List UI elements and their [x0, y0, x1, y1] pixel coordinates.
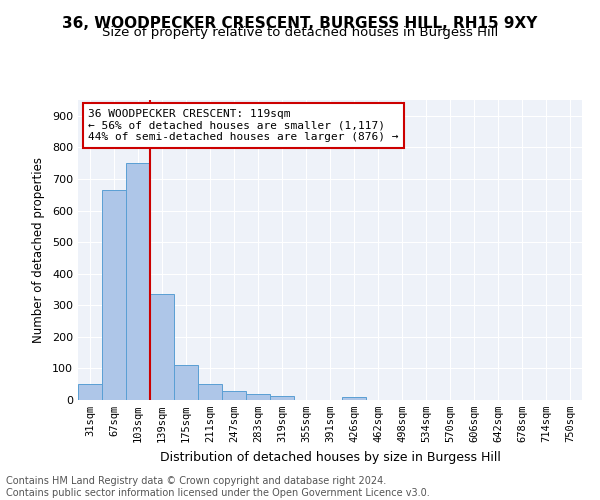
Bar [174, 366, 198, 400]
Y-axis label: Number of detached properties: Number of detached properties [32, 157, 45, 343]
Bar [78, 384, 102, 400]
Text: 36, WOODPECKER CRESCENT, BURGESS HILL, RH15 9XY: 36, WOODPECKER CRESCENT, BURGESS HILL, R… [62, 16, 538, 31]
Text: 36 WOODPECKER CRESCENT: 119sqm
← 56% of detached houses are smaller (1,117)
44% : 36 WOODPECKER CRESCENT: 119sqm ← 56% of … [88, 109, 398, 142]
Bar [342, 398, 366, 400]
Bar [126, 163, 150, 400]
Bar [270, 396, 294, 400]
Bar [150, 294, 174, 400]
Text: Contains HM Land Registry data © Crown copyright and database right 2024.
Contai: Contains HM Land Registry data © Crown c… [6, 476, 430, 498]
Text: Size of property relative to detached houses in Burgess Hill: Size of property relative to detached ho… [102, 26, 498, 39]
Bar [246, 394, 270, 400]
X-axis label: Distribution of detached houses by size in Burgess Hill: Distribution of detached houses by size … [160, 450, 500, 464]
Bar [222, 392, 246, 400]
Bar [198, 384, 222, 400]
Bar [102, 190, 126, 400]
